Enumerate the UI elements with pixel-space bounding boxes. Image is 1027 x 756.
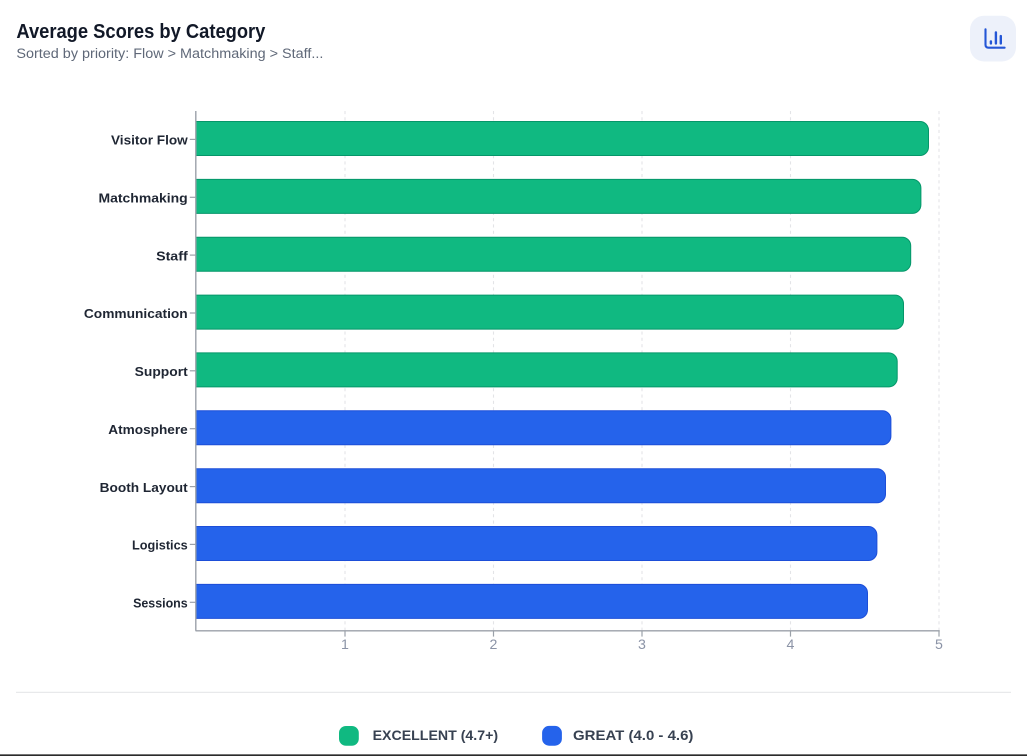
svg-text:2: 2 bbox=[490, 637, 498, 653]
svg-text:Support: Support bbox=[135, 364, 189, 379]
svg-text:5: 5 bbox=[935, 637, 943, 653]
svg-text:Booth Layout: Booth Layout bbox=[100, 480, 189, 495]
svg-text:Communication: Communication bbox=[84, 306, 188, 321]
svg-text:Visitor Flow: Visitor Flow bbox=[111, 133, 188, 148]
svg-text:4: 4 bbox=[787, 637, 795, 653]
svg-text:Matchmaking: Matchmaking bbox=[99, 191, 188, 206]
svg-text:Sorted by priority: Flow > Mat: Sorted by priority: Flow > Matchmaking >… bbox=[16, 46, 323, 61]
svg-text:3: 3 bbox=[638, 637, 646, 653]
svg-text:1: 1 bbox=[341, 637, 349, 653]
svg-text:EXCELLENT (4.7+): EXCELLENT (4.7+) bbox=[373, 727, 499, 743]
svg-text:Average Scores by Category: Average Scores by Category bbox=[16, 21, 266, 43]
svg-text:Atmosphere: Atmosphere bbox=[108, 422, 187, 437]
svg-text:GREAT (4.0 - 4.6): GREAT (4.0 - 4.6) bbox=[573, 727, 693, 743]
svg-text:Staff: Staff bbox=[156, 248, 188, 263]
svg-text:Sessions: Sessions bbox=[133, 596, 188, 611]
svg-text:Logistics: Logistics bbox=[132, 538, 188, 553]
